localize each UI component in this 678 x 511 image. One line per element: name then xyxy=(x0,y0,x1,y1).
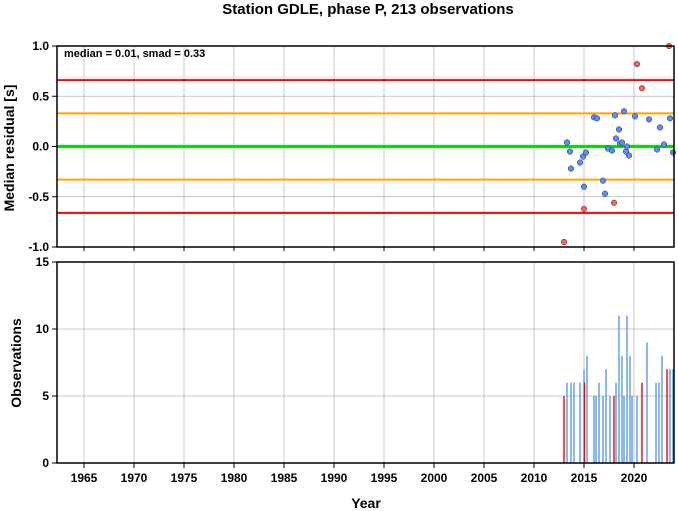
observation-bar xyxy=(605,369,607,463)
residual-point xyxy=(579,153,587,160)
residual-point xyxy=(660,141,668,148)
observations-y-tick-label: 10 xyxy=(36,322,50,336)
observations-bars xyxy=(563,315,674,463)
observation-bar xyxy=(672,369,674,463)
year-x-ticks: 1965 1970 1975 1980 1985 1990 1995 2000 2005 2010… xyxy=(71,247,648,485)
observation-bar xyxy=(661,355,663,463)
year-x-tick-label: 1995 xyxy=(371,471,398,485)
residual-point xyxy=(625,152,633,159)
residual-point xyxy=(611,112,619,119)
observation-bar xyxy=(655,382,657,463)
residual-point xyxy=(645,116,653,123)
residual-annotation: median = 0.01, smad = 0.33 xyxy=(64,48,205,60)
residual-y-tick-label: -0.5 xyxy=(28,190,49,204)
year-x-tick-label: 2010 xyxy=(521,471,548,485)
residual-point xyxy=(623,143,631,150)
residual-point xyxy=(608,147,616,154)
observation-bar xyxy=(566,382,568,463)
observation-bar xyxy=(570,382,572,463)
observations-y-ticks: 15 10 5 0 xyxy=(36,255,57,470)
observation-bar xyxy=(629,355,631,463)
residual-y-tick-label: 0.5 xyxy=(32,89,49,103)
residual-point xyxy=(576,159,584,166)
observation-bar xyxy=(621,355,623,463)
residual-point xyxy=(580,183,588,190)
residual-point xyxy=(601,190,609,197)
observations-y-tick-label: 0 xyxy=(42,456,49,470)
residual-point xyxy=(560,238,568,246)
observation-bar xyxy=(618,315,620,463)
observation-bar xyxy=(598,382,600,463)
observations-panel: 15 10 5 0 1965 1970 1975 1980 1985 1990 1995 2000 2… xyxy=(8,247,675,511)
observation-bar xyxy=(641,382,643,463)
observations-y-tick-label: 5 xyxy=(42,389,49,403)
residual-point xyxy=(615,126,623,133)
observation-bar xyxy=(573,382,575,463)
residual-y-tick-label: 1.0 xyxy=(32,39,49,53)
observation-bar xyxy=(615,382,617,463)
observation-bar xyxy=(563,396,565,463)
residual-point xyxy=(612,135,620,142)
residual-plot-frame xyxy=(56,45,675,248)
observation-bar xyxy=(636,396,638,463)
year-x-tick-label: 1970 xyxy=(121,471,148,485)
residual-point xyxy=(620,108,628,115)
residual-point xyxy=(582,149,590,156)
residual-reference-lines xyxy=(57,79,674,214)
observation-bar xyxy=(593,396,595,463)
residual-point xyxy=(593,115,601,122)
residual-point xyxy=(599,177,607,184)
residual-points xyxy=(560,42,677,246)
observations-y-axis-label: Observations xyxy=(8,318,24,408)
observation-bar xyxy=(658,382,660,463)
residual-point xyxy=(610,199,618,206)
residual-point xyxy=(566,148,574,155)
residual-point xyxy=(669,149,677,156)
year-x-tick-label: 2015 xyxy=(571,471,598,485)
residual-y-tick-label: -1.0 xyxy=(28,240,49,254)
observations-y-tick-label: 15 xyxy=(36,255,50,269)
observation-bar xyxy=(623,396,625,463)
year-x-tick-label: 2020 xyxy=(621,471,648,485)
residual-point xyxy=(580,205,588,212)
residual-point xyxy=(656,124,664,131)
year-x-tick-label: 1990 xyxy=(321,471,348,485)
year-x-tick-label: 1985 xyxy=(271,471,298,485)
observation-bar xyxy=(666,369,668,463)
observation-bar xyxy=(631,396,633,463)
residual-point xyxy=(666,115,674,122)
observation-bar xyxy=(586,355,588,463)
residual-point xyxy=(563,139,571,146)
observation-bar xyxy=(583,382,586,463)
residual-point xyxy=(567,165,575,172)
observation-bar xyxy=(626,315,628,463)
residual-point xyxy=(653,146,661,153)
observation-bar xyxy=(602,396,604,463)
observation-bar xyxy=(646,342,648,463)
year-x-tick-label: 1965 xyxy=(71,471,98,485)
observation-bar xyxy=(609,396,611,463)
residual-point xyxy=(631,113,639,120)
observation-bar xyxy=(613,396,615,463)
observations-plot-frame xyxy=(56,261,675,464)
residual-point xyxy=(618,139,626,146)
residual-point xyxy=(633,61,641,68)
observation-bar xyxy=(669,369,671,463)
year-x-tick-label: 1975 xyxy=(171,471,198,485)
residual-point xyxy=(638,85,646,92)
x-axis-label: Year xyxy=(351,495,381,511)
year-x-tick-label: 2000 xyxy=(421,471,448,485)
observation-bar xyxy=(595,396,597,463)
observation-bar xyxy=(579,382,581,463)
chart-title: Station GDLE, phase P, 213 observations xyxy=(222,1,513,18)
residual-panel: 1.0 0.5 0.0 -0.5 -1.0 median = 0.01, smad = … xyxy=(1,39,677,254)
residual-y-ticks: 1.0 0.5 0.0 -0.5 -1.0 xyxy=(28,39,57,254)
residual-y-tick-label: 0.0 xyxy=(32,140,49,154)
year-x-tick-label: 1980 xyxy=(221,471,248,485)
year-x-tick-label: 2005 xyxy=(471,471,498,485)
residual-y-axis-label: Median residual [s] xyxy=(1,85,17,212)
